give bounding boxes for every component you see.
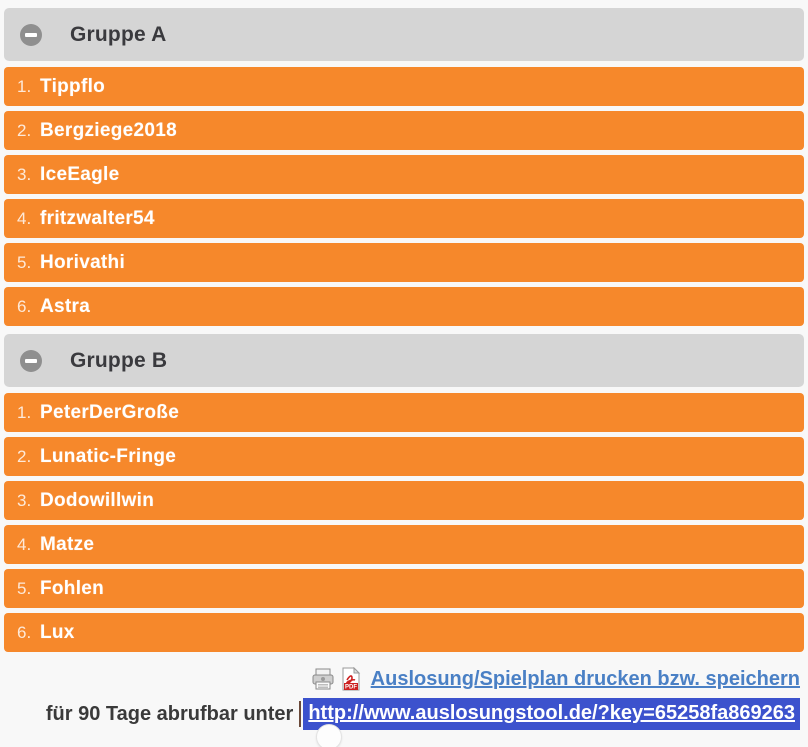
participant-name: Fohlen: [40, 577, 105, 599]
participant-name: Lux: [40, 621, 75, 643]
participant-number: 1.: [17, 76, 32, 96]
pdf-file-icon[interactable]: PDF: [340, 667, 362, 691]
participant-number: 3.: [17, 164, 32, 184]
collapse-minus-icon[interactable]: [20, 349, 42, 372]
participant-row: 4. fritzwalter54: [4, 199, 804, 238]
group-header[interactable]: Gruppe A: [4, 8, 804, 61]
participant-row: 3. Dodowillwin: [4, 481, 804, 520]
participant-row: 2. Bergziege2018: [4, 111, 804, 150]
group-section: Gruppe A 1. Tippflo 2. Bergziege2018 3. IceEag…: [4, 8, 804, 326]
participant-row: 2. Lunatic-Fringe: [4, 437, 804, 476]
participant-row: 6. Astra: [4, 287, 804, 326]
participant-name: fritzwalter54: [40, 207, 155, 229]
draw-board: Gruppe A 1. Tippflo 2. Bergziege2018 3. IceEag…: [4, 8, 804, 747]
participant-number: 2.: [17, 120, 32, 140]
participant-number: 5.: [17, 578, 32, 598]
participant-number: 4.: [17, 208, 32, 228]
share-row: für 90 Tage abrufbar unter http://www.au…: [8, 696, 800, 747]
participant-row: 3. IceEagle: [4, 155, 804, 194]
participant-name: Horivathi: [40, 251, 126, 273]
group-entries: 1. PeterDerGroße 2. Lunatic-Fringe 3. Dodowil…: [4, 393, 804, 652]
pdf-icon-label: PDF: [345, 685, 357, 691]
participant-row: 5. Fohlen: [4, 569, 804, 608]
participant-number: 1.: [17, 402, 32, 422]
participant-number: 5.: [17, 252, 32, 272]
footer: PDF Auslosung/Spielplan drucken bzw. spe…: [4, 664, 804, 747]
availability-text: für 90 Tage abrufbar unter: [45, 702, 294, 725]
group-section: Gruppe B 1. PeterDerGroße 2. Lunatic-Fringe 3…: [4, 334, 804, 652]
participant-number: 6.: [17, 622, 32, 642]
participant-row: 4. Matze: [4, 525, 804, 564]
participant-name: PeterDerGroße: [40, 401, 180, 423]
collapse-minus-icon[interactable]: [20, 23, 42, 46]
group-entries: 1. Tippflo 2. Bergziege2018 3. IceEagle 4. frit…: [4, 67, 804, 326]
participant-name: Dodowillwin: [40, 489, 155, 511]
printer-icon[interactable]: [311, 668, 335, 690]
participant-row: 1. PeterDerGroße: [4, 393, 804, 432]
participant-number: 3.: [17, 490, 32, 510]
participant-number: 6.: [17, 296, 32, 316]
groups-container: Gruppe A 1. Tippflo 2. Bergziege2018 3. IceEag…: [4, 8, 804, 652]
participant-name: Bergziege2018: [40, 119, 177, 141]
participant-name: Tippflo: [40, 75, 106, 97]
participant-row: 6. Lux: [4, 613, 804, 652]
share-url-link[interactable]: http://www.auslosungstool.de/?key=65258f…: [303, 698, 800, 730]
participant-name: Astra: [40, 295, 91, 317]
participant-name: IceEagle: [40, 163, 120, 185]
print-row: PDF Auslosung/Spielplan drucken bzw. spe…: [8, 664, 800, 694]
text-caret: [299, 701, 302, 727]
participant-row: 5. Horivathi: [4, 243, 804, 282]
group-title: Gruppe A: [70, 22, 167, 46]
participant-number: 2.: [17, 446, 32, 466]
selection-handle[interactable]: [316, 724, 342, 747]
print-link[interactable]: Auslosung/Spielplan drucken bzw. speiche…: [370, 667, 800, 690]
group-header[interactable]: Gruppe B: [4, 334, 804, 387]
group-title: Gruppe B: [70, 348, 168, 372]
participant-row: 1. Tippflo: [4, 67, 804, 106]
participant-name: Matze: [40, 533, 95, 555]
participant-number: 4.: [17, 534, 32, 554]
participant-name: Lunatic-Fringe: [40, 445, 177, 467]
